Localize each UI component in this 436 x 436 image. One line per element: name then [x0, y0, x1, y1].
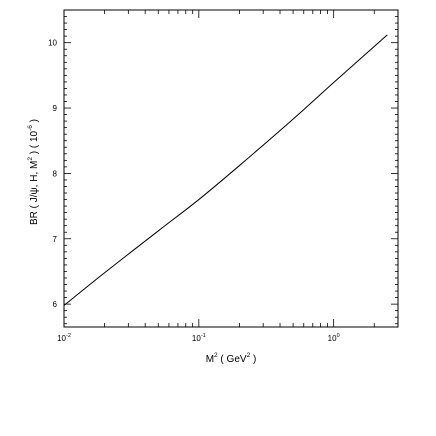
- y-axis-ticks: 6 7 8 9 10: [48, 39, 398, 309]
- y-tick-label: 7: [53, 235, 58, 244]
- plot-frame: [63, 9, 399, 328]
- x-axis-ticks: 10-2 10-1 100: [57, 10, 340, 343]
- x-axis-label: M2 ( GeV2 ): [206, 352, 257, 365]
- x-tick-label: 10-2: [57, 333, 71, 343]
- y-tick-label: 8: [53, 169, 58, 178]
- minor-ticks: [64, 9, 399, 327]
- y-tick-label: 9: [53, 104, 58, 113]
- y-tick-label: 10: [48, 39, 57, 48]
- y-tick-label: 6: [53, 300, 58, 309]
- x-tick-label: 10-1: [192, 333, 206, 343]
- series-line: [63, 34, 388, 306]
- y-axis-label: BR ( J/ψ, H, M2 ) ( 10-6 ): [27, 119, 40, 225]
- x-tick-label: 100: [328, 333, 340, 343]
